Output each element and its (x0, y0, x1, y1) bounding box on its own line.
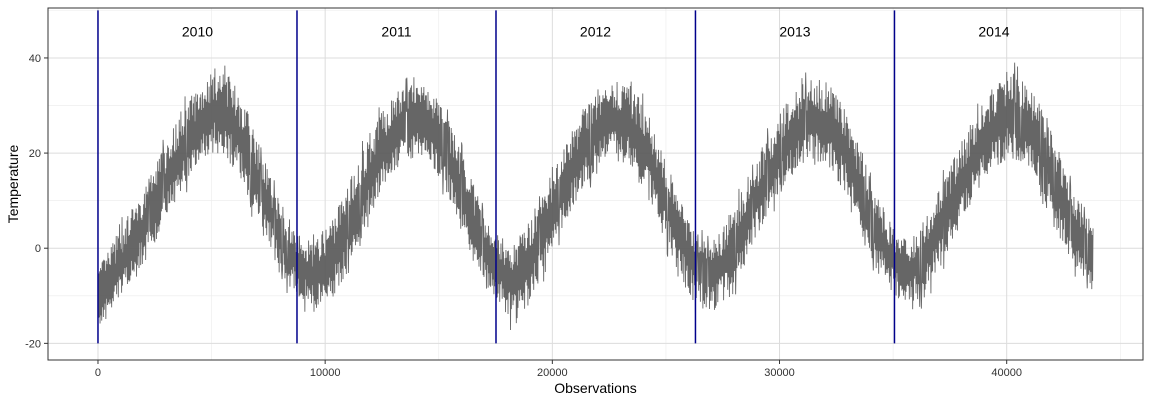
y-tick-label: -20 (25, 338, 41, 350)
year-label: 2014 (978, 24, 1009, 40)
x-axis-title: Observations (554, 380, 636, 396)
x-tick-label: 0 (95, 367, 101, 379)
year-divider-lines (97, 10, 896, 344)
y-tick-label: 40 (29, 53, 41, 65)
y-tick-label: 20 (29, 148, 41, 160)
temperature-series (97, 62, 1094, 331)
x-axis-ticks (97, 360, 1008, 364)
y-axis-tick-labels: -20 0 20 40 (25, 53, 41, 350)
x-tick-label: 40000 (991, 367, 1022, 379)
x-tick-label: 30000 (764, 367, 795, 379)
year-label: 2013 (779, 24, 810, 40)
y-axis-ticks (44, 57, 48, 344)
year-label: 2010 (182, 24, 213, 40)
x-axis-tick-labels: 0 10000 20000 30000 40000 (95, 367, 1022, 379)
year-labels: 2010 2011 2012 2013 2014 (182, 24, 1010, 40)
y-tick-label: 0 (35, 243, 41, 255)
plot-panel-border (47, 7, 1144, 361)
year-label: 2011 (381, 24, 411, 40)
x-tick-label: 20000 (537, 367, 568, 379)
x-tick-label: 10000 (310, 367, 341, 379)
year-label: 2012 (580, 24, 611, 40)
temperature-line (97, 62, 1094, 331)
y-axis-title: Temperature (5, 144, 21, 223)
